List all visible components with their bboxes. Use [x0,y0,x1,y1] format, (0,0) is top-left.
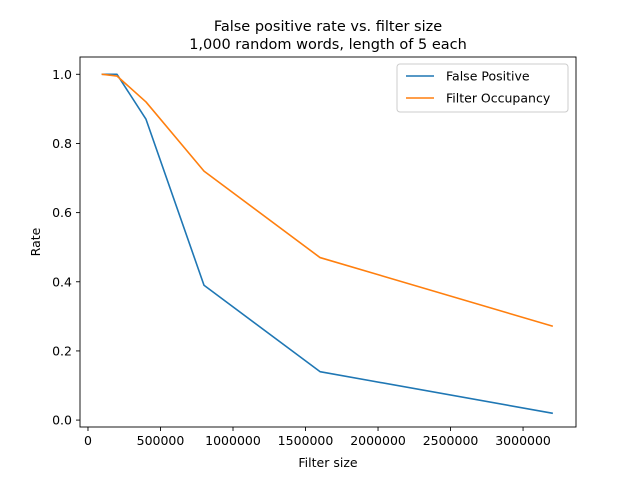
legend: False Positive Filter Occupancy [396,63,569,113]
x-tick-label: 500000 [137,433,185,448]
x-axis-label: Filter size [298,455,357,470]
y-tick-label: 0.6 [52,205,72,220]
x-tick-label: 1000000 [205,433,261,448]
x-tick-label: 1500000 [278,433,334,448]
y-axis-label: Rate [28,227,43,256]
legend-frame [396,63,569,113]
legend-label-filter-occupancy: Filter Occupancy [446,91,551,106]
legend-label-false-positive: False Positive [446,69,530,84]
series-lines [101,73,554,415]
x-tick-label: 2000000 [350,433,406,448]
y-tick-label: 0.0 [52,413,72,428]
axis-ticks: 0 500000 1000000 1500000 2000000 2500000 30000… [52,67,551,448]
x-tick-label: 0 [84,433,92,448]
series-line-false-positive [101,73,553,415]
y-tick-label: 0.8 [52,136,72,151]
chart-title: False positive rate vs. filter size [214,19,442,35]
y-tick-label: 0.4 [52,274,72,289]
series-line-filter-occupancy [101,73,554,328]
chart-subtitle: 1,000 random words, length of 5 each [189,37,467,53]
x-tick-label: 3000000 [495,433,551,448]
y-tick-label: 0.2 [52,343,72,358]
plot-area-frame [79,56,577,428]
y-tick-label: 1.0 [52,67,72,82]
x-tick-label: 2500000 [423,433,479,448]
